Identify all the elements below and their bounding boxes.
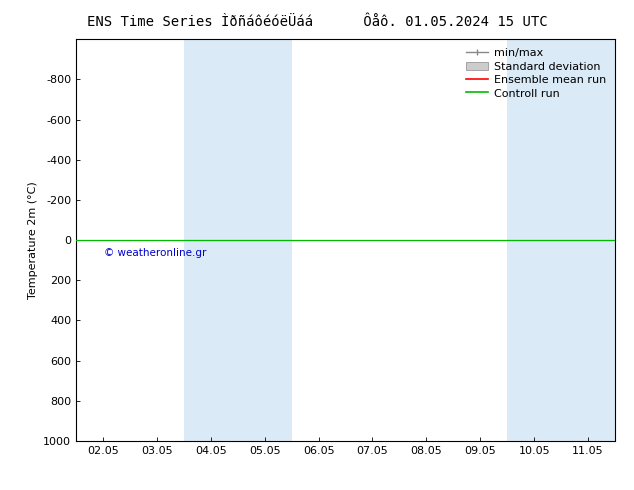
Bar	[184, 39, 238, 441]
Bar	[238, 39, 292, 441]
Legend: min/max, Standard deviation, Ensemble mean run, Controll run: min/max, Standard deviation, Ensemble me…	[463, 45, 609, 102]
Y-axis label: Temperature 2m (°C): Temperature 2m (°C)	[28, 181, 37, 299]
Text: ENS Time Series ÌðñáôéóëÜáá      Ôåô. 01.05.2024 15 UTC: ENS Time Series ÌðñáôéóëÜáá Ôåô. 01.05.2…	[87, 15, 547, 29]
Bar	[561, 39, 615, 441]
Text: © weatheronline.gr: © weatheronline.gr	[104, 248, 207, 258]
Bar	[507, 39, 561, 441]
